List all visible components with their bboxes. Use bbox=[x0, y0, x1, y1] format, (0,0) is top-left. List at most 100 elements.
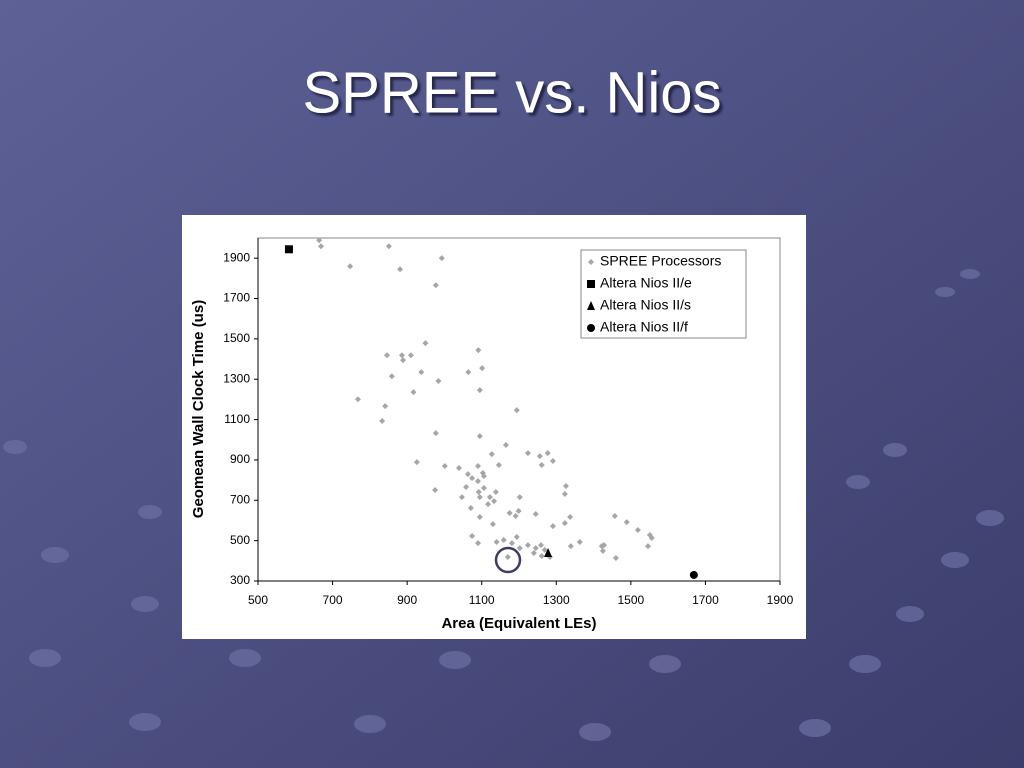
data-point bbox=[495, 461, 502, 468]
data-point bbox=[532, 545, 539, 552]
data-point bbox=[513, 407, 520, 414]
data-point bbox=[515, 507, 522, 514]
data-point bbox=[385, 243, 392, 250]
x-tick-label: 700 bbox=[323, 593, 343, 607]
data-point bbox=[513, 534, 520, 541]
x-tick-label: 900 bbox=[397, 593, 417, 607]
data-point bbox=[532, 511, 539, 518]
data-point bbox=[538, 461, 545, 468]
data-point bbox=[469, 533, 476, 540]
y-axis-title: Geomean Wall Clock Time (us) bbox=[190, 300, 207, 518]
data-point bbox=[689, 570, 698, 579]
data-point bbox=[623, 519, 630, 526]
legend-label: Altera Nios II/s bbox=[600, 297, 691, 313]
data-point bbox=[599, 547, 606, 554]
data-point bbox=[485, 501, 492, 508]
data-point bbox=[506, 510, 513, 517]
data-point bbox=[432, 487, 439, 494]
data-point bbox=[493, 539, 500, 546]
data-point bbox=[562, 482, 569, 489]
data-point bbox=[476, 494, 483, 501]
data-point bbox=[407, 352, 414, 359]
data-point bbox=[476, 433, 483, 440]
data-point bbox=[475, 489, 482, 496]
data-point bbox=[645, 543, 652, 550]
slide-title: SPREE vs. Nios bbox=[303, 60, 722, 125]
data-point bbox=[489, 521, 496, 528]
data-point bbox=[524, 542, 531, 549]
data-point bbox=[475, 347, 482, 354]
data-point bbox=[474, 462, 481, 469]
data-point bbox=[561, 520, 568, 527]
x-tick-label: 1900 bbox=[767, 593, 794, 607]
data-point bbox=[491, 498, 498, 505]
data-point bbox=[537, 542, 544, 549]
data-point bbox=[432, 282, 439, 289]
data-point bbox=[538, 552, 545, 559]
data-point bbox=[611, 513, 618, 520]
legend-box bbox=[580, 249, 747, 339]
y-tick-label: 1500 bbox=[223, 331, 250, 345]
y-tick-label: 700 bbox=[230, 492, 250, 506]
x-tick-label: 1100 bbox=[469, 593, 495, 607]
data-point bbox=[398, 352, 405, 359]
y-tick-label: 1100 bbox=[224, 412, 250, 426]
data-point bbox=[480, 473, 487, 480]
data-point bbox=[567, 543, 574, 550]
data-point bbox=[502, 442, 509, 449]
data-point bbox=[318, 243, 325, 250]
data-point bbox=[648, 535, 655, 542]
data-point bbox=[382, 403, 389, 410]
data-point bbox=[544, 547, 553, 557]
data-point bbox=[536, 453, 543, 460]
data-point bbox=[516, 545, 523, 552]
data-point bbox=[432, 430, 439, 437]
data-point bbox=[544, 450, 551, 457]
data-point bbox=[601, 542, 608, 549]
data-point bbox=[512, 513, 519, 520]
data-point bbox=[463, 483, 470, 490]
data-point bbox=[476, 387, 483, 394]
y-tick-label: 500 bbox=[230, 533, 250, 547]
data-point bbox=[316, 237, 323, 244]
data-point bbox=[464, 471, 471, 478]
x-axis-title: Area (Equivalent LEs) bbox=[441, 615, 596, 632]
data-point bbox=[500, 537, 507, 544]
legend-label: Altera Nios II/e bbox=[600, 275, 692, 291]
data-point bbox=[530, 549, 537, 556]
data-point bbox=[476, 514, 483, 521]
data-point bbox=[354, 396, 361, 403]
data-point bbox=[612, 554, 619, 561]
data-point bbox=[504, 553, 511, 560]
data-point bbox=[469, 475, 476, 482]
x-tick-label: 500 bbox=[248, 593, 268, 607]
legend-marker bbox=[587, 280, 595, 288]
y-tick-label: 1900 bbox=[223, 250, 250, 264]
highlight-circle bbox=[494, 546, 522, 574]
data-point bbox=[418, 369, 425, 376]
legend-label: Altera Nios II/f bbox=[600, 319, 688, 335]
data-point bbox=[465, 369, 472, 376]
legend-marker bbox=[587, 324, 595, 332]
data-point bbox=[474, 540, 481, 547]
legend-label: SPREE Processors bbox=[600, 253, 721, 269]
background-dots bbox=[3, 269, 1004, 741]
data-point bbox=[467, 504, 474, 511]
data-point bbox=[576, 539, 583, 546]
data-point bbox=[479, 365, 486, 372]
y-tick-label: 300 bbox=[230, 573, 250, 587]
data-point bbox=[516, 494, 523, 501]
data-point bbox=[567, 514, 574, 521]
data-point bbox=[480, 484, 487, 491]
data-point bbox=[474, 478, 481, 485]
x-tick-label: 1500 bbox=[618, 593, 645, 607]
data-point bbox=[486, 494, 493, 501]
legend-marker bbox=[587, 301, 595, 310]
data-point bbox=[438, 255, 445, 262]
data-point bbox=[524, 450, 531, 457]
data-point bbox=[435, 378, 442, 385]
data-point bbox=[508, 540, 515, 547]
data-point bbox=[455, 465, 462, 472]
data-point bbox=[384, 352, 391, 359]
